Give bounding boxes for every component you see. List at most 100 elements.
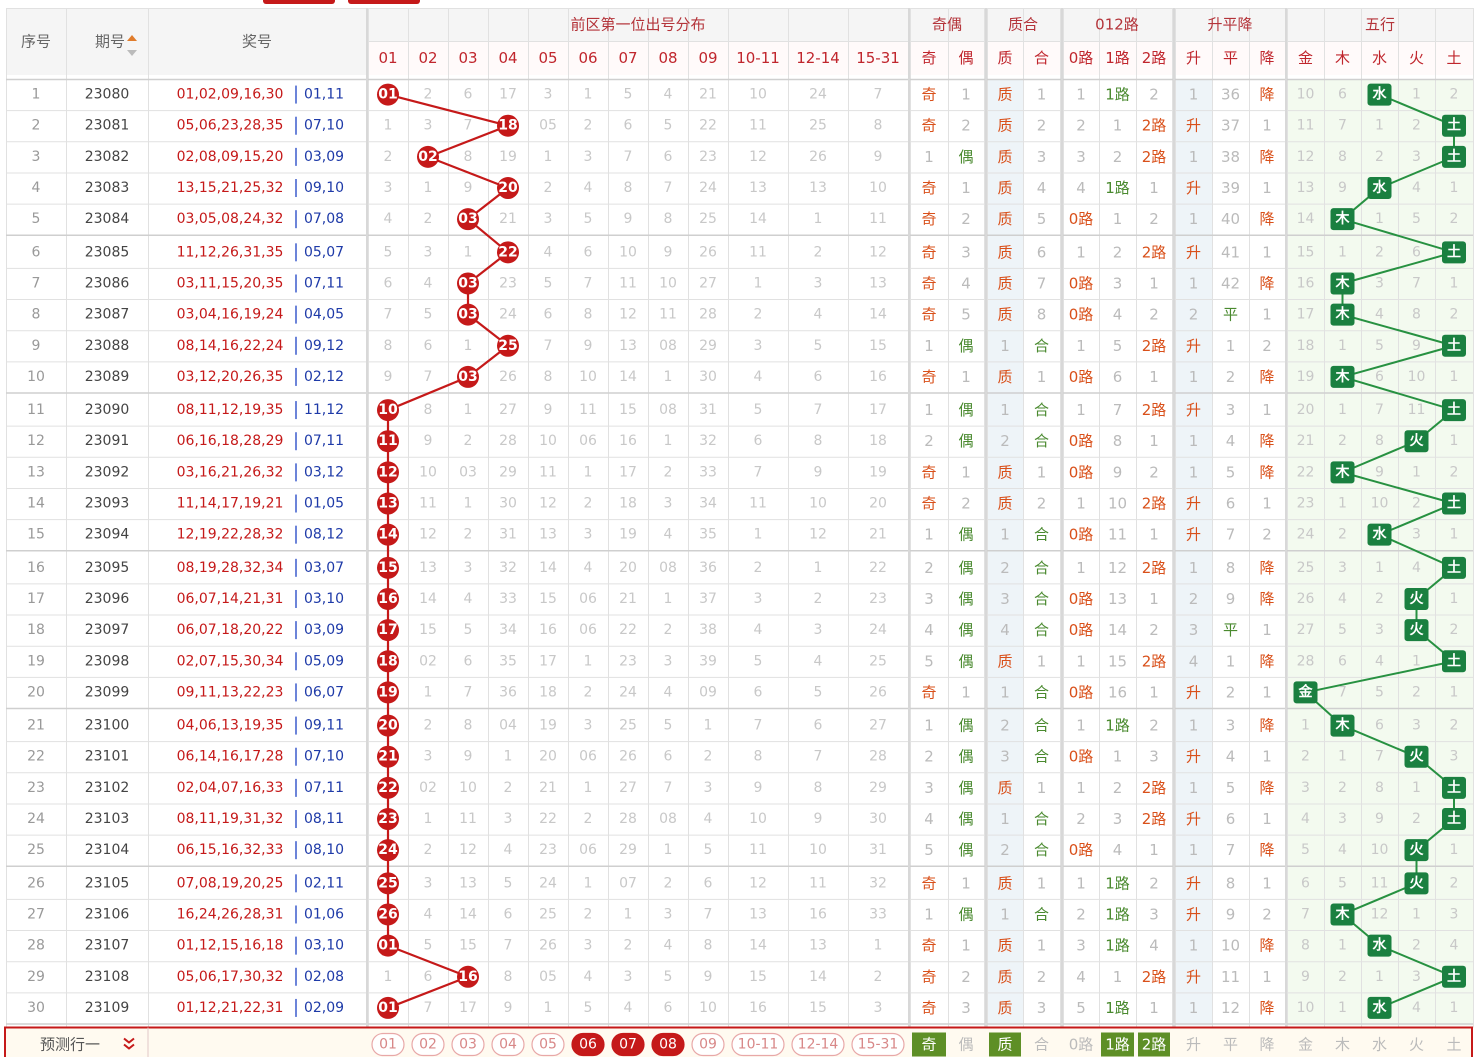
wuxing-trend-line — [1342, 313, 1455, 347]
primecomp-cell: 3 — [1037, 148, 1047, 166]
oddeven-cell: 1 — [924, 337, 934, 355]
dist-miss-count: 16 — [869, 369, 887, 385]
subheader-dist-04: 04 — [498, 49, 517, 67]
route-cell: 3 — [1113, 810, 1123, 828]
dist-trend-line — [387, 944, 469, 978]
dist-miss-count: 03 — [459, 464, 477, 480]
dist-miss-count: 5 — [754, 653, 763, 669]
dist-miss-count: 39 — [699, 653, 717, 669]
dist-miss-count: 2 — [814, 244, 823, 260]
predict-dist-button[interactable] — [791, 1032, 845, 1057]
grid-lines — [6, 8, 1474, 1028]
dist-miss-count: 19 — [619, 527, 637, 543]
dist-miss-count: 2 — [464, 527, 473, 543]
predict-dist-button[interactable] — [531, 1032, 565, 1057]
red-ball-number: 25 — [378, 875, 397, 891]
red-ball — [377, 745, 399, 768]
trend-cell: 3 — [1226, 401, 1236, 419]
predict-dist-button[interactable] — [371, 1032, 405, 1057]
dist-miss-count: 14 — [419, 591, 437, 607]
tag-subheader-bg — [910, 41, 1473, 75]
dist-miss-count: 7 — [704, 906, 713, 922]
dist-miss-count: 2 — [464, 433, 473, 449]
dist-miss-count: 29 — [869, 780, 887, 796]
trend-cell: 9 — [1226, 590, 1236, 608]
top-tab-edge[interactable] — [263, 0, 335, 4]
subheader-wuxing: 水 — [1372, 49, 1387, 67]
header-issue: 期号 — [95, 33, 125, 51]
red-ball — [457, 365, 479, 388]
trend-cell: 8 — [1226, 559, 1236, 577]
trend-cell: 1 — [1189, 274, 1199, 292]
wuxing-miss-count: 1 — [1412, 464, 1421, 480]
dist-miss-count: 13 — [539, 527, 557, 543]
predict-dist-button[interactable] — [691, 1032, 725, 1057]
predict-dist-button[interactable] — [451, 1032, 485, 1057]
wuxing-ball-label: 水 — [1373, 999, 1388, 1016]
row-seq: 18 — [27, 622, 45, 638]
trend-cell: 1 — [1262, 874, 1272, 892]
trend-cell: 1 — [1262, 401, 1272, 419]
wuxing-ball — [1367, 83, 1392, 106]
predict-dist-button[interactable] — [491, 1032, 525, 1057]
row-back-numbers: 05,07 — [304, 244, 344, 260]
dist-subheader-bg — [368, 41, 908, 75]
route-cell: 0路 — [1069, 274, 1094, 292]
dist-miss-count: 3 — [384, 180, 393, 196]
row-seq: 8 — [32, 307, 41, 323]
predict-tag-button[interactable] — [1101, 1032, 1134, 1057]
wuxing-miss-count: 8 — [1375, 433, 1384, 449]
predict-dist-button[interactable] — [571, 1032, 605, 1057]
sort-asc-icon[interactable] — [127, 35, 137, 41]
route-cell: 1 — [1113, 748, 1123, 766]
route-cell: 13 — [1108, 590, 1127, 608]
trend-cell: 升 — [1186, 968, 1201, 986]
dist-miss-count: 1 — [814, 560, 823, 576]
dist-miss-count: 23 — [619, 653, 637, 669]
predict-dist-button[interactable] — [651, 1032, 685, 1057]
route-cell: 2路 — [1142, 337, 1167, 355]
trend-cell: 42 — [1221, 274, 1240, 292]
predict-tag-button[interactable] — [1138, 1032, 1170, 1057]
wuxing-miss-count: 17 — [1297, 307, 1315, 323]
dist-miss-count: 10 — [539, 433, 557, 449]
dist-miss-count: 6 — [704, 875, 713, 891]
dist-miss-count: 02 — [419, 653, 437, 669]
red-ball — [377, 587, 399, 610]
row-issue: 23083 — [85, 180, 130, 196]
predict-tag-label: 1路 — [1105, 1036, 1130, 1054]
dist-miss-count: 4 — [814, 307, 823, 323]
red-ball-number: 14 — [378, 527, 398, 543]
dist-miss-count: 7 — [754, 718, 763, 734]
dist-miss-count: 3 — [584, 718, 593, 734]
predict-dist-button[interactable] — [611, 1032, 645, 1057]
dist-miss-count: 5 — [664, 969, 673, 985]
dist-miss-count: 27 — [499, 402, 517, 418]
dist-miss-count: 4 — [664, 684, 673, 700]
trend-cell: 39 — [1221, 179, 1240, 197]
wuxing-ball-label: 土 — [1447, 148, 1461, 165]
route-cell: 1路 — [1105, 999, 1130, 1017]
sort-desc-icon[interactable] — [127, 50, 137, 56]
predict-tag-button[interactable] — [912, 1032, 946, 1057]
dist-miss-count: 9 — [874, 149, 883, 165]
route-cell: 1 — [1149, 368, 1159, 386]
row-issue: 23100 — [85, 718, 130, 734]
predict-tag-button[interactable] — [989, 1032, 1021, 1057]
predict-dist-button[interactable] — [411, 1032, 445, 1057]
dist-miss-count: 9 — [814, 811, 823, 827]
top-tab-edge[interactable] — [348, 0, 420, 4]
trend-cell: 降 — [1259, 148, 1274, 166]
expand-chevron-icon[interactable] — [123, 1037, 135, 1050]
dist-miss-count: 8 — [704, 938, 713, 954]
predict-dist-button[interactable] — [731, 1032, 785, 1057]
row-issue: 23093 — [85, 496, 130, 512]
dist-miss-count: 10 — [749, 87, 767, 103]
oddeven-cell: 偶 — [958, 810, 973, 828]
predict-dist-button[interactable] — [851, 1032, 905, 1057]
dist-miss-count: 8 — [624, 180, 633, 196]
predict-dist-label: 05 — [539, 1037, 557, 1053]
dist-miss-count: 6 — [754, 433, 763, 449]
wuxing-miss-count: 10 — [1371, 842, 1389, 858]
